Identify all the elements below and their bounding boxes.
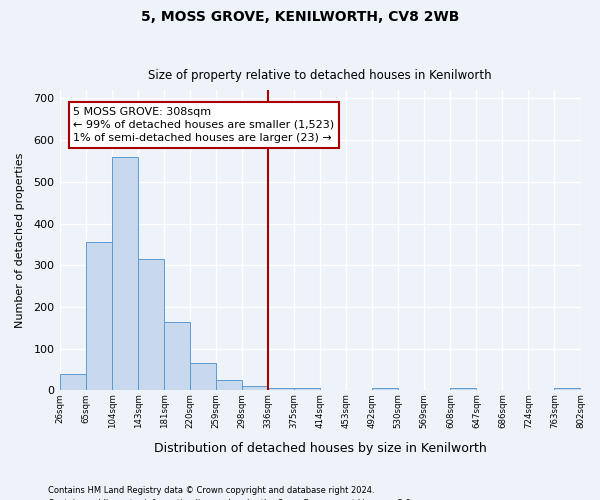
Bar bbox=[294, 388, 320, 390]
Bar bbox=[60, 374, 86, 390]
Bar bbox=[216, 380, 242, 390]
Y-axis label: Number of detached properties: Number of detached properties bbox=[15, 152, 25, 328]
Bar bbox=[451, 388, 476, 390]
Text: Contains public sector information licensed under the Open Government Licence v3: Contains public sector information licen… bbox=[48, 498, 413, 500]
X-axis label: Distribution of detached houses by size in Kenilworth: Distribution of detached houses by size … bbox=[154, 442, 487, 455]
Bar bbox=[164, 322, 190, 390]
Bar bbox=[112, 157, 138, 390]
Text: 5, MOSS GROVE, KENILWORTH, CV8 2WB: 5, MOSS GROVE, KENILWORTH, CV8 2WB bbox=[141, 10, 459, 24]
Bar bbox=[268, 388, 294, 390]
Bar bbox=[242, 386, 268, 390]
Text: 5 MOSS GROVE: 308sqm
← 99% of detached houses are smaller (1,523)
1% of semi-det: 5 MOSS GROVE: 308sqm ← 99% of detached h… bbox=[73, 107, 334, 143]
Bar bbox=[138, 259, 164, 390]
Bar bbox=[190, 364, 216, 390]
Title: Size of property relative to detached houses in Kenilworth: Size of property relative to detached ho… bbox=[148, 69, 492, 82]
Bar bbox=[86, 242, 112, 390]
Bar bbox=[373, 388, 398, 390]
Bar bbox=[554, 388, 581, 390]
Text: Contains HM Land Registry data © Crown copyright and database right 2024.: Contains HM Land Registry data © Crown c… bbox=[48, 486, 374, 495]
